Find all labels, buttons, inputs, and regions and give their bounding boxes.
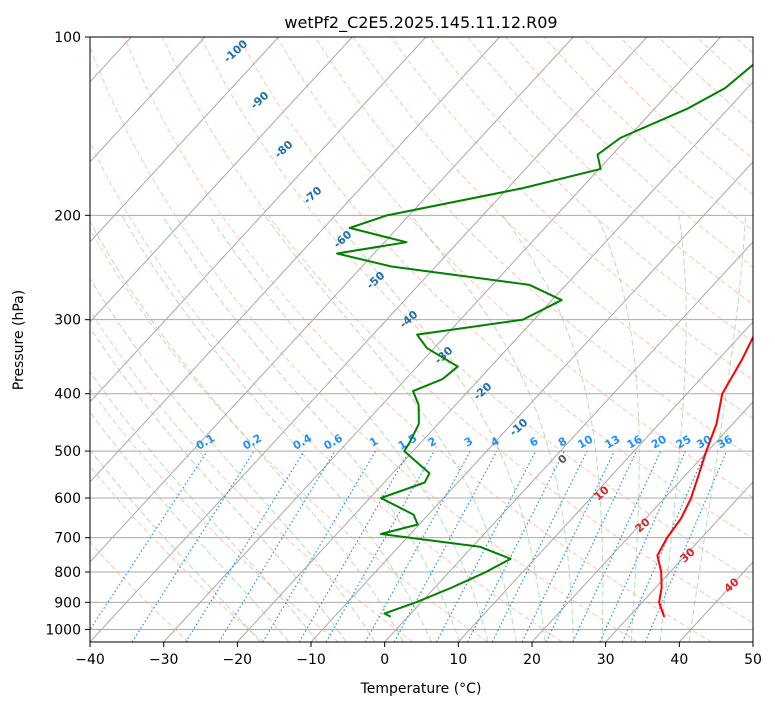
mixing-ratio-line (262, 450, 377, 642)
y-tick-label: 200 (54, 208, 81, 224)
isotherm-line (605, 481, 753, 642)
dry-adiabat-line (90, 310, 414, 642)
mixing-ratio-line (364, 450, 471, 642)
y-tick-label: 100 (54, 30, 81, 46)
dry-adiabat-line (238, 37, 753, 540)
moist-adiabat-line (596, 215, 640, 642)
x-tick-label: 20 (523, 652, 541, 668)
moist-adiabat-line (502, 215, 604, 642)
isotherm-line (0, 37, 58, 642)
dry-adiabat-line (90, 45, 638, 642)
mixing-ratio-line (298, 450, 410, 642)
moist-adiabat-line (90, 448, 261, 642)
background-lines (0, 37, 753, 642)
moist-adiabat-line (208, 215, 489, 642)
mixing-ratio-line (185, 450, 305, 642)
moist-adiabat-line (90, 220, 404, 642)
dry-adiabat-line (390, 37, 753, 381)
x-axis-label: Temperature (°C) (360, 681, 482, 697)
dewpoint-profile (336, 63, 753, 618)
isotherm-line (90, 37, 500, 483)
moist-adiabat-line (90, 277, 376, 642)
isotherm-line (90, 37, 648, 642)
isotherm-line (90, 37, 427, 403)
isotherm-line (90, 37, 206, 163)
x-tick-label: 10 (449, 652, 467, 668)
x-tick-label: 50 (744, 652, 762, 668)
x-tick-label: 30 (597, 652, 615, 668)
profiles (336, 63, 753, 618)
y-tick-label: 900 (54, 595, 81, 611)
isotherm-line (384, 241, 753, 642)
dry-adiabat-line (90, 141, 563, 642)
moist-adiabat-line (688, 215, 747, 642)
y-tick-label: 400 (54, 387, 81, 403)
isotherm-line (531, 401, 753, 642)
dry-adiabat-line (161, 37, 753, 624)
moist-adiabat-line (161, 215, 461, 642)
y-tick-label: 500 (54, 444, 81, 460)
dry-adiabat-line (90, 541, 190, 642)
isotherm-line (90, 37, 574, 563)
isotherm-line (752, 641, 753, 642)
x-tick-label: −20 (223, 652, 253, 668)
mixing-ratio-line (325, 450, 435, 642)
plot-frame (89, 36, 754, 643)
y-tick-label: 800 (54, 565, 81, 581)
mixing-ratio-line (393, 450, 498, 642)
plot-area: 0.1 0.2 0.4 0.6 1 1.5 2 3 4 6 8 10 13 16 20 25 30 36-100-… (0, 36, 754, 643)
x-axis: −40 −30 −20 −10 0 10 20 30 40 50 (75, 642, 762, 668)
y-tick-label: 600 (54, 491, 81, 507)
moist-adiabat-line (264, 215, 517, 642)
moist-adiabat-line (121, 215, 432, 642)
isotherm-line (163, 37, 721, 642)
x-tick-label: 0 (380, 652, 389, 668)
y-axis: 100 200 300 400 500 600 700 800 900 1000 (45, 30, 90, 638)
y-axis-label: Pressure (hPa) (11, 290, 27, 390)
isotherm-line (90, 37, 279, 243)
moist-adiabat-line (331, 215, 546, 642)
temperature-profile (656, 335, 753, 618)
dry-adiabat-line (467, 37, 753, 305)
x-tick-label: −10 (296, 652, 326, 668)
isotherm-line (457, 321, 753, 642)
dry-adiabat-line (123, 37, 712, 642)
x-tick-label: 40 (670, 652, 688, 668)
y-tick-label: 1000 (45, 622, 81, 638)
mixing-ratio-line (218, 450, 336, 642)
moist-adiabat-line (659, 215, 687, 642)
dry-adiabat-line (200, 37, 753, 581)
y-tick-label: 700 (54, 531, 81, 547)
isotherm-line (236, 81, 753, 642)
mixing-ratio-line (621, 450, 707, 642)
mixing-ratio-line (644, 450, 728, 642)
moist-adiabat-line (90, 411, 290, 642)
moist-adiabat-line (410, 215, 575, 642)
isotherm-line (310, 161, 753, 642)
mixing-ratio-line (521, 450, 615, 642)
mixing-ratio-line (599, 450, 686, 642)
dry-adiabat-line (276, 37, 753, 499)
isotherm-line (90, 37, 353, 323)
mixing-ratio-line (572, 450, 662, 642)
x-tick-label: −30 (149, 652, 179, 668)
moist-adiabat-line (90, 371, 319, 642)
dry-adiabat-line (90, 465, 264, 642)
chart-title: wetPf2_C2E5.2025.145.11.12.R09 (284, 13, 557, 33)
dry-adiabat-line (352, 37, 753, 420)
x-tick-label: −40 (75, 652, 105, 668)
y-tick-label: 300 (54, 313, 81, 329)
moist-adiabat-line (90, 326, 347, 642)
mixing-ratio-line (131, 450, 255, 642)
